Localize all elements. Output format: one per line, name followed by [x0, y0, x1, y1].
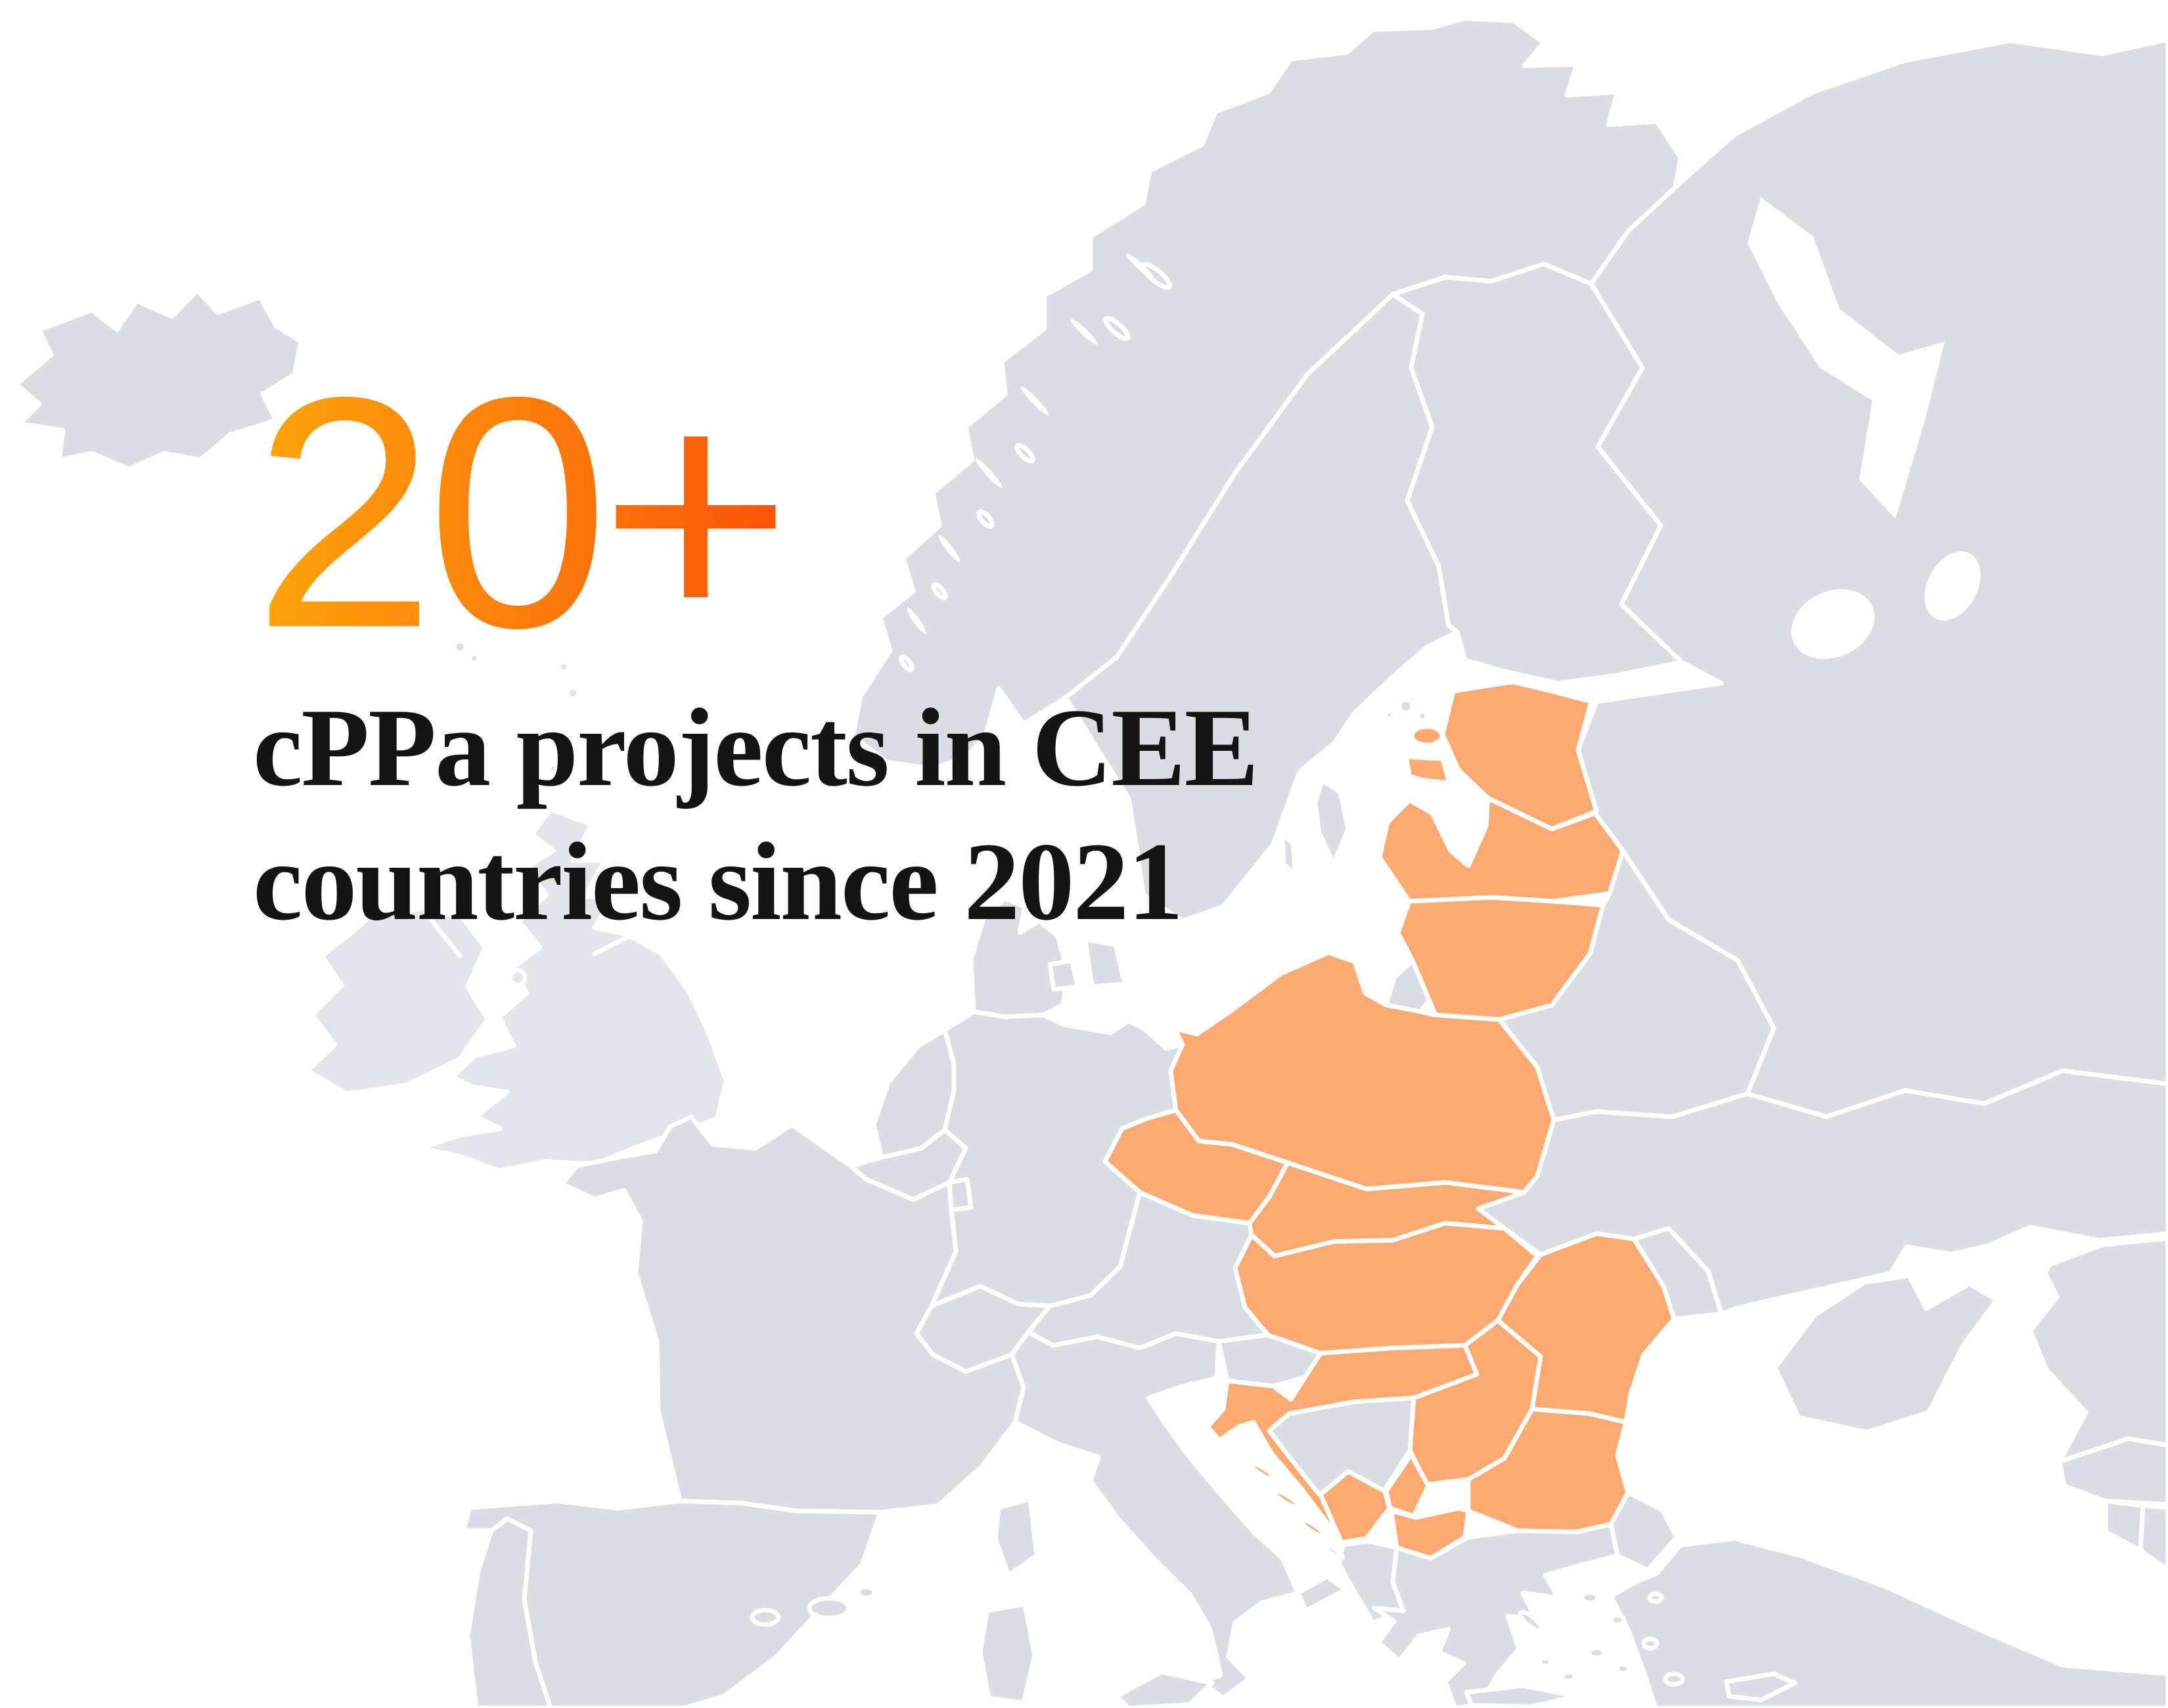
- island-gotland: [1313, 778, 1351, 866]
- island-orkney: [546, 761, 560, 776]
- lake-ladoga: [1791, 589, 1875, 660]
- island-evia: [1518, 1609, 1544, 1633]
- fjord: [938, 535, 960, 562]
- island-coastal: [899, 654, 915, 673]
- island-aegean: [1614, 1661, 1631, 1676]
- island-ibiza: [750, 1607, 781, 1627]
- country-kosovo: [1384, 1452, 1431, 1519]
- lake-onega: [1924, 551, 1981, 621]
- island-dalmatia: [1322, 1542, 1345, 1561]
- island-mallorca: [807, 1596, 851, 1621]
- country-bulgaria: [1466, 1406, 1631, 1535]
- country-iceland: [14, 288, 304, 472]
- island-aegean: [1608, 1613, 1627, 1627]
- island-orkney: [527, 748, 544, 765]
- island-faroe: [451, 639, 468, 656]
- island-lofoten: [1103, 315, 1131, 342]
- country-portugal: [465, 1516, 553, 1708]
- island-coastal: [976, 509, 995, 529]
- country-north-macedonia: [1389, 1506, 1471, 1561]
- country-azerbaijan: [2138, 1503, 2168, 1573]
- island-zealand: [1083, 937, 1127, 989]
- sea-of-azov: [1931, 1243, 2060, 1343]
- fjord: [1070, 319, 1098, 345]
- island-coastal: [931, 582, 948, 600]
- country-italy: [1009, 1330, 1348, 1701]
- fjord: [1020, 386, 1049, 415]
- island-saaremaa: [1403, 754, 1452, 786]
- country-lithuania: [1395, 895, 1606, 1022]
- country-greece: [1372, 1521, 1620, 1708]
- island-aegean: [1641, 1636, 1660, 1651]
- island-aegean: [1537, 1655, 1554, 1669]
- country-czechia: [1102, 1108, 1290, 1226]
- island-funen: [1047, 958, 1080, 992]
- country-armenia: [2103, 1498, 2146, 1553]
- island-aland: [1383, 708, 1396, 721]
- country-estonia: [1440, 679, 1599, 832]
- peninsula-crimea: [1773, 1273, 2000, 1435]
- white-sea: [1748, 197, 1945, 519]
- island-man: [508, 968, 528, 987]
- stat-caption-line1: cPPa projects in CEE: [253, 686, 1259, 809]
- country-ireland: [305, 905, 490, 1096]
- stat-caption: cPPa projects in CEE countries since 202…: [253, 681, 1370, 949]
- country-georgia: [2057, 1436, 2168, 1507]
- island-dalmatia: [1248, 1461, 1278, 1482]
- island-shetland: [564, 685, 581, 702]
- border-scotland-england: [592, 930, 687, 956]
- island-shetland: [556, 659, 572, 675]
- country-united-kingdom: [418, 807, 729, 1173]
- fjord: [1125, 253, 1154, 279]
- island-dalmatia: [1270, 1488, 1303, 1510]
- country-finland: [1390, 261, 1684, 686]
- island-coastal: [1014, 443, 1035, 464]
- stat-caption-line2: countries since 2021: [253, 820, 1183, 943]
- island-aegean: [1587, 1645, 1606, 1661]
- island-dalmatia: [1298, 1517, 1327, 1539]
- island-aegean: [1560, 1669, 1578, 1684]
- island-oland: [1280, 830, 1298, 878]
- fjord: [907, 608, 926, 634]
- island-aegean: [1579, 1590, 1600, 1606]
- border-northern-ireland: [423, 910, 463, 958]
- island-sicily: [1114, 1669, 1215, 1708]
- island-faroe: [467, 651, 482, 665]
- stat-callout: 20+ cPPa projects in CEE countries since…: [253, 328, 1370, 949]
- island-crete: [1464, 1683, 1578, 1708]
- country-turkey: [1608, 1536, 2168, 1708]
- island-rhodes: [1663, 1671, 1685, 1687]
- fjord: [975, 458, 1003, 488]
- island-aland: [1397, 697, 1415, 715]
- country-cyprus: [1724, 1671, 1797, 1703]
- island-aegean: [1647, 1591, 1664, 1604]
- island-sardinia: [978, 1602, 1037, 1705]
- island-aland: [1415, 709, 1430, 723]
- stat-value: 20+: [253, 328, 792, 696]
- island-corsica: [993, 1496, 1039, 1578]
- island-menorca: [855, 1584, 877, 1600]
- island-hiiumaa: [1409, 724, 1445, 748]
